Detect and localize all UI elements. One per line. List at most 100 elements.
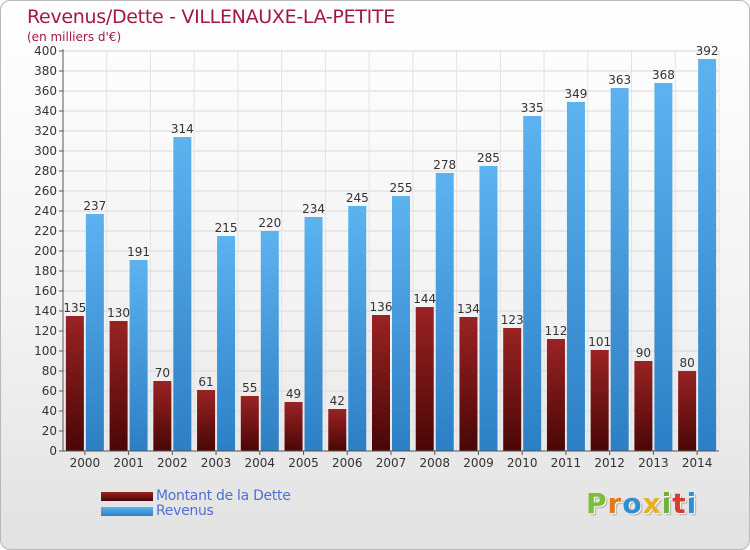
- x-tick-label: 2007: [376, 456, 407, 470]
- bar-debt-2012: [590, 350, 609, 451]
- bar-debt-2005: [284, 402, 303, 451]
- y-tick-label: 300: [34, 144, 57, 158]
- data-label-debt-2005: 49: [286, 387, 301, 401]
- logo-letter: o: [622, 487, 643, 520]
- bar-debt-2007: [372, 315, 390, 451]
- data-label-revenue-2004: 220: [258, 216, 281, 230]
- data-label-revenue-2001: 191: [127, 245, 150, 259]
- bar-debt-2011: [546, 339, 565, 451]
- data-label-revenue-2012: 363: [608, 73, 631, 87]
- labels-layer: 135 237 130 191 70 314 61 215 55 220 49 234 42 245 136…: [63, 44, 718, 408]
- bar-revenue-2012: [610, 88, 629, 451]
- y-tick-label: 240: [34, 204, 57, 218]
- data-label-debt-2004: 55: [242, 381, 257, 395]
- chart-title: Revenus/Dette - VILLENAUXE-LA-PETITE: [27, 6, 395, 28]
- grid-layer: [62, 50, 720, 452]
- bar-revenue-2006: [348, 206, 367, 451]
- x-tick-label: 2005: [288, 456, 319, 470]
- logo-letter: P: [586, 487, 608, 520]
- y-tick-label: 80: [42, 364, 57, 378]
- legend-item-revenue: Revenus: [101, 503, 214, 519]
- y-tick-label: 60: [42, 384, 57, 398]
- bar-debt-2000: [65, 316, 84, 451]
- bar-revenue-2009: [479, 166, 498, 451]
- bar-revenue-2010: [523, 116, 542, 451]
- bar-revenue-2005: [304, 217, 323, 451]
- data-label-revenue-2014: 392: [696, 44, 719, 58]
- bar-revenue-2002: [173, 137, 192, 451]
- y-tick-label: 180: [34, 264, 57, 278]
- bar-revenue-2000: [85, 214, 104, 451]
- bar-debt-2002: [153, 381, 172, 451]
- data-label-revenue-2003: 215: [215, 221, 238, 235]
- bar-revenue-2004: [260, 231, 279, 451]
- bar-debt-2014: [678, 371, 697, 451]
- x-tick-label: 2008: [419, 456, 450, 470]
- axis-layer: 0 20 40 60 80 100 120 140 160 180 200 220 240 260 280 3…: [34, 44, 719, 470]
- y-tick-label: 380: [34, 64, 57, 78]
- x-tick-label: 2001: [113, 456, 144, 470]
- legend-swatch-revenue: [101, 506, 153, 516]
- x-tick-label: 2010: [507, 456, 538, 470]
- bar-revenue-2011: [566, 102, 585, 451]
- legend-item-debt: Montant de la Dette: [101, 488, 291, 504]
- y-tick-label: 0: [49, 444, 57, 458]
- bar-debt-2009: [459, 317, 478, 451]
- data-label-debt-2006: 42: [330, 394, 345, 408]
- y-tick-label: 360: [34, 84, 57, 98]
- data-label-debt-2013: 90: [636, 346, 651, 360]
- data-label-debt-2007: 136: [370, 300, 393, 314]
- y-tick-label: 20: [42, 424, 57, 438]
- data-label-debt-2003: 61: [198, 375, 213, 389]
- x-tick-label: 2012: [594, 456, 625, 470]
- data-label-debt-2010: 123: [501, 313, 524, 327]
- x-tick-label: 2011: [551, 456, 582, 470]
- data-label-debt-2009: 134: [457, 302, 480, 316]
- bar-debt-2013: [634, 361, 653, 451]
- data-label-revenue-2010: 335: [521, 101, 544, 115]
- bar-debt-2001: [109, 321, 128, 451]
- proxiti-logo: Proxiti: [586, 487, 697, 520]
- data-label-revenue-2006: 245: [346, 191, 369, 205]
- logo-letter: i: [661, 487, 673, 520]
- data-label-revenue-2000: 237: [83, 199, 106, 213]
- bar-revenue-2003: [217, 236, 236, 451]
- data-label-debt-2001: 130: [107, 306, 130, 320]
- legend-label-revenue: Revenus: [156, 503, 214, 519]
- data-label-revenue-2013: 368: [652, 68, 675, 82]
- data-label-debt-2000: 135: [63, 301, 86, 315]
- data-label-revenue-2011: 349: [564, 87, 587, 101]
- logo-letter: r: [607, 487, 623, 520]
- y-tick-label: 120: [34, 324, 57, 338]
- bar-revenue-2014: [698, 59, 717, 451]
- x-tick-label: 2014: [682, 456, 713, 470]
- x-tick-label: 2009: [463, 456, 494, 470]
- bar-revenue-2001: [129, 260, 148, 451]
- data-label-debt-2002: 70: [155, 366, 170, 380]
- data-label-debt-2014: 80: [679, 356, 694, 370]
- legend-label-debt: Montant de la Dette: [156, 488, 291, 504]
- x-tick-label: 2013: [638, 456, 669, 470]
- logo-letter: t: [672, 487, 687, 520]
- y-tick-label: 400: [34, 44, 57, 58]
- y-tick-label: 260: [34, 184, 57, 198]
- chart-subtitle: (en milliers d'€): [27, 30, 122, 44]
- data-label-debt-2012: 101: [588, 335, 611, 349]
- data-label-revenue-2005: 234: [302, 202, 325, 216]
- logo-letter: x: [642, 487, 662, 520]
- logo-letter: i: [686, 487, 698, 520]
- y-tick-label: 340: [34, 104, 57, 118]
- bar-debt-2006: [328, 409, 347, 451]
- data-label-revenue-2007: 255: [390, 181, 413, 195]
- bar-revenue-2008: [435, 173, 454, 451]
- x-tick-label: 2006: [332, 456, 363, 470]
- y-tick-label: 40: [42, 404, 57, 418]
- data-label-revenue-2009: 285: [477, 151, 500, 165]
- y-tick-label: 200: [34, 244, 57, 258]
- y-tick-label: 280: [34, 164, 57, 178]
- bar-debt-2008: [415, 307, 434, 451]
- bar-debt-2010: [503, 328, 522, 451]
- bar-revenue-2007: [392, 196, 410, 451]
